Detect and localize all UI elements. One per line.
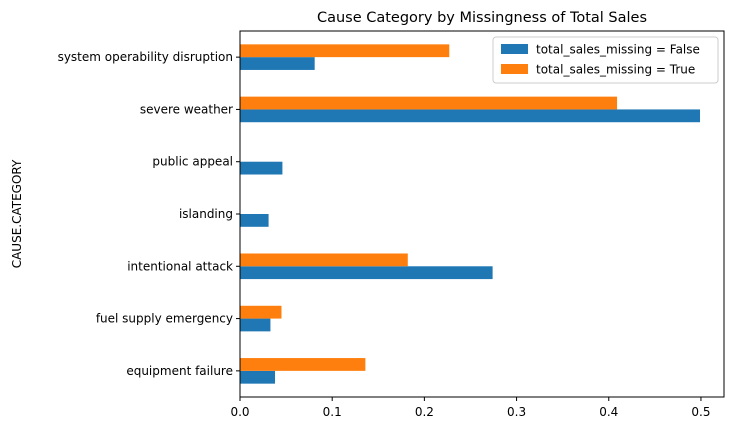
x-axis: 0.0 0.1 0.2 0.3 0.4 0.5 <box>230 397 710 419</box>
legend-label: total_sales_missing = False <box>536 43 700 57</box>
y-tick-label: public appeal <box>152 155 233 169</box>
y-tick-label: system operability disruption <box>58 50 233 64</box>
bar-false-severe-weather <box>240 109 701 123</box>
x-tick-label: 0.1 <box>323 405 342 419</box>
bar-false-public-appeal <box>240 161 283 175</box>
bar-false-islanding <box>240 214 269 227</box>
legend-box <box>492 36 719 84</box>
legend-swatch <box>501 44 528 54</box>
legend-label: total_sales_missing = True <box>536 63 695 77</box>
plot-frame <box>239 30 725 398</box>
bar-false-fuel-supply-emergency <box>240 318 271 332</box>
bars-group <box>240 44 701 384</box>
legend: total_sales_missing = False total_sales_m… <box>492 36 719 84</box>
y-tick-label: equipment failure <box>126 364 233 378</box>
bar-true-severe-weather <box>240 96 618 110</box>
chart-title: Cause Category by Missingness of Total S… <box>317 10 647 26</box>
legend-swatch <box>501 64 528 74</box>
y-axis-label: CAUSE.CATEGORY <box>10 159 24 268</box>
bar-false-intentional-attack <box>240 266 493 280</box>
bar-true-intentional-attack <box>240 253 408 267</box>
bar-true-equipment-failure <box>240 358 366 371</box>
bar-true-fuel-supply-emergency <box>240 305 282 319</box>
y-tick-label: severe weather <box>140 102 233 116</box>
bar-false-system-operability-disruption <box>240 57 315 70</box>
x-tick-label: 0.0 <box>230 405 249 419</box>
x-tick-label: 0.5 <box>691 405 710 419</box>
y-tick-label: intentional attack <box>127 259 233 273</box>
x-tick-label: 0.3 <box>507 405 526 419</box>
y-axis: equipment failure fuel supply emergency in… <box>58 50 240 378</box>
x-tick-label: 0.2 <box>415 405 434 419</box>
bar-false-equipment-failure <box>240 370 276 384</box>
y-tick-label: fuel supply emergency <box>96 312 233 326</box>
y-tick-label: islanding <box>179 207 233 221</box>
bar-true-system-operability-disruption <box>240 44 450 58</box>
x-tick-label: 0.4 <box>599 405 618 419</box>
